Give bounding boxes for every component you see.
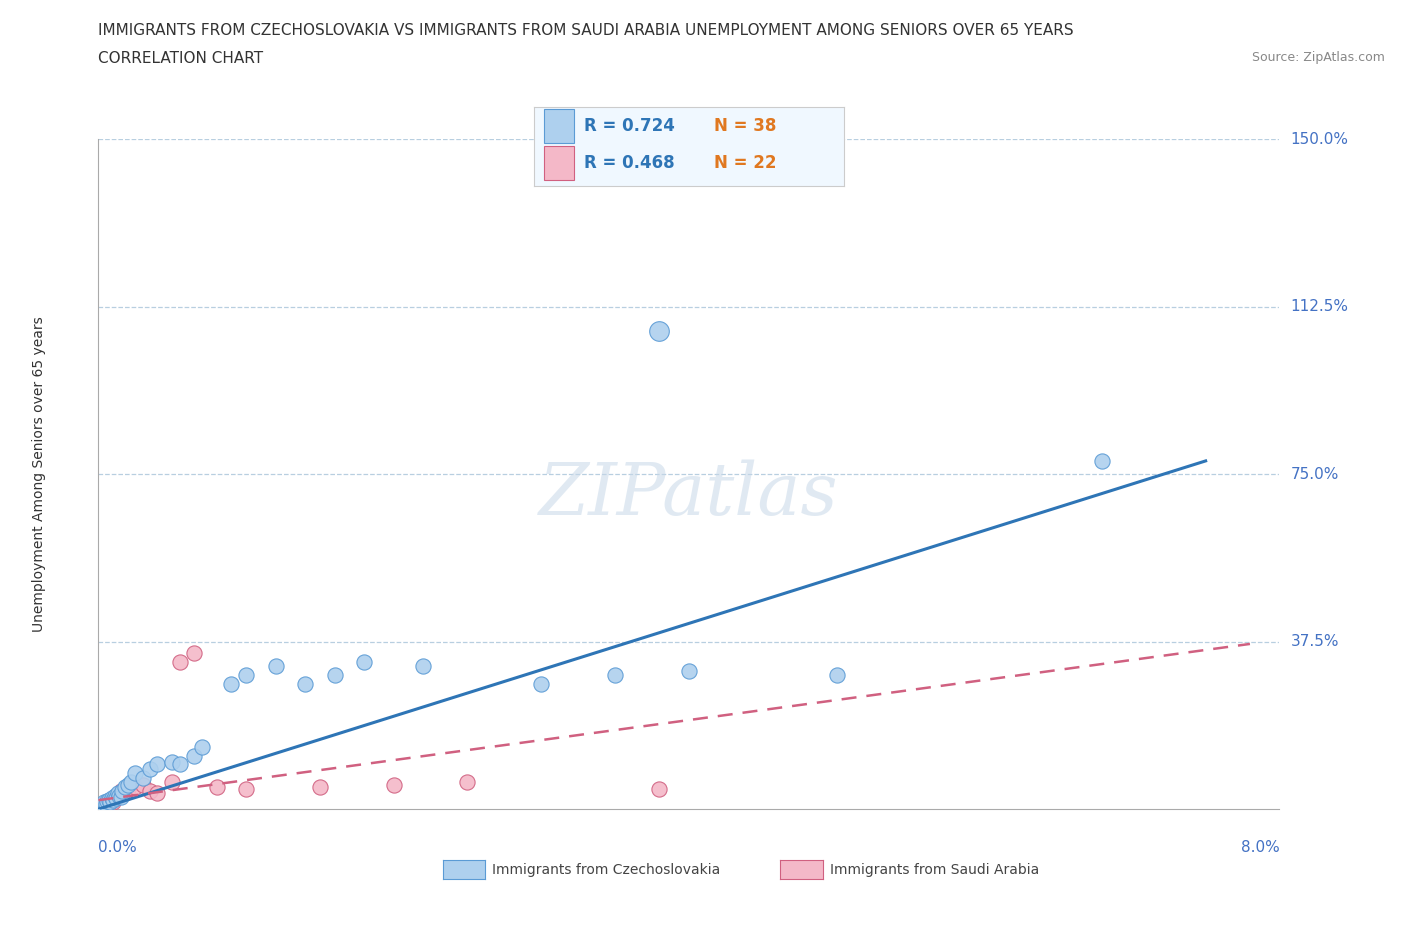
Point <box>530 677 553 692</box>
Point <box>169 655 191 670</box>
Point <box>105 789 128 804</box>
Bar <box>544 147 575 179</box>
Point <box>169 757 191 772</box>
Point <box>190 739 214 754</box>
Point <box>117 781 139 796</box>
Text: R = 0.724: R = 0.724 <box>583 117 675 135</box>
Point <box>98 792 121 807</box>
Point <box>100 790 122 805</box>
Point <box>456 775 478 790</box>
Point <box>103 792 125 807</box>
Point <box>825 668 848 683</box>
Text: Immigrants from Czechoslovakia: Immigrants from Czechoslovakia <box>492 862 720 877</box>
Point <box>205 779 228 794</box>
Point <box>108 789 131 804</box>
Text: N = 22: N = 22 <box>714 154 776 172</box>
Point <box>648 324 671 339</box>
Text: 8.0%: 8.0% <box>1240 840 1279 855</box>
Point <box>117 777 139 792</box>
Text: N = 38: N = 38 <box>714 117 776 135</box>
Point <box>104 789 127 804</box>
Point <box>114 786 136 801</box>
Point <box>648 781 671 796</box>
Point <box>132 770 155 785</box>
Text: Unemployment Among Seniors over 65 years: Unemployment Among Seniors over 65 years <box>32 316 46 632</box>
Text: Immigrants from Saudi Arabia: Immigrants from Saudi Arabia <box>830 862 1039 877</box>
Point <box>94 796 117 811</box>
Point <box>110 790 132 804</box>
Point <box>219 677 242 692</box>
Point <box>412 658 434 673</box>
Point <box>107 786 129 801</box>
Point <box>90 800 112 815</box>
Point <box>132 777 155 792</box>
Text: R = 0.468: R = 0.468 <box>583 154 675 172</box>
Point <box>97 792 120 807</box>
Point <box>235 781 257 796</box>
Point <box>308 779 332 794</box>
Point <box>96 795 118 810</box>
Point <box>96 793 118 808</box>
Point <box>264 658 287 673</box>
Point <box>114 779 136 794</box>
Point <box>139 784 162 799</box>
Point <box>183 645 205 660</box>
Text: 150.0%: 150.0% <box>1291 132 1348 147</box>
Point <box>162 775 183 790</box>
Point <box>294 677 316 692</box>
Point <box>353 655 375 670</box>
Text: 37.5%: 37.5% <box>1291 634 1339 649</box>
Point <box>91 797 114 812</box>
Point <box>103 795 125 810</box>
Text: ZIPatlas: ZIPatlas <box>538 459 839 530</box>
Point <box>1091 454 1114 469</box>
Point <box>183 748 205 763</box>
Point <box>146 757 169 772</box>
Point <box>110 784 132 799</box>
Point <box>235 668 257 683</box>
Point <box>323 668 346 683</box>
Point <box>105 790 128 805</box>
Point <box>124 766 146 781</box>
Text: Source: ZipAtlas.com: Source: ZipAtlas.com <box>1251 51 1385 64</box>
Point <box>382 777 405 792</box>
Text: CORRELATION CHART: CORRELATION CHART <box>98 51 263 66</box>
Text: IMMIGRANTS FROM CZECHOSLOVAKIA VS IMMIGRANTS FROM SAUDI ARABIA UNEMPLOYMENT AMON: IMMIGRANTS FROM CZECHOSLOVAKIA VS IMMIGR… <box>98 23 1074 38</box>
Point <box>124 779 146 794</box>
Point <box>98 795 121 810</box>
Text: 75.0%: 75.0% <box>1291 467 1339 482</box>
Point <box>605 668 627 683</box>
Text: 0.0%: 0.0% <box>98 840 138 855</box>
Point <box>93 795 115 810</box>
Point <box>139 762 162 777</box>
Point <box>90 800 112 815</box>
Bar <box>544 110 575 142</box>
Point <box>678 663 700 678</box>
Text: 112.5%: 112.5% <box>1291 299 1348 314</box>
Point <box>146 786 169 801</box>
Point <box>93 797 115 812</box>
Point <box>111 784 134 799</box>
Point <box>162 755 183 770</box>
Point <box>120 775 142 790</box>
